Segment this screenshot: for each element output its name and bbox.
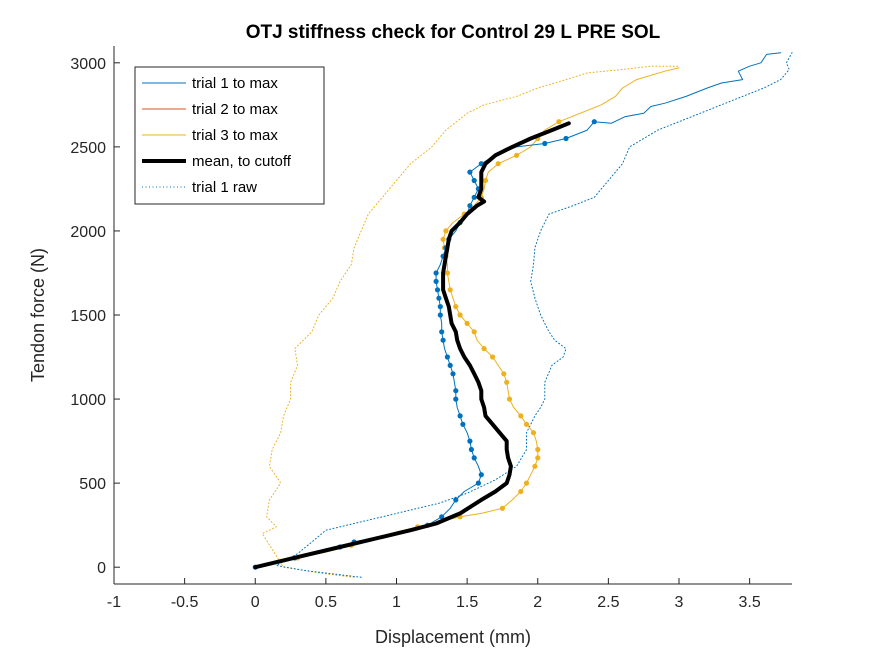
data-point-1 [563, 135, 569, 142]
data-point-1 [467, 438, 473, 444]
data-point-1 [467, 203, 473, 209]
data-point-3 [471, 329, 477, 335]
data-point-1 [478, 472, 484, 478]
y-tick-label: 0 [97, 560, 106, 577]
data-point-3 [523, 421, 530, 427]
data-point-3 [556, 119, 562, 125]
x-tick-label: 0.5 [315, 594, 337, 611]
x-tick-label: 1 [392, 594, 401, 611]
data-point-3 [530, 430, 537, 436]
data-point-1 [433, 270, 439, 276]
x-ticks: -1 -0.5 0 0.5 1 1.5 2 2.5 3 3.5 [107, 578, 761, 611]
data-point-3 [523, 480, 530, 486]
data-point-3 [532, 463, 538, 469]
data-point-3 [501, 371, 507, 377]
data-point-3 [535, 455, 541, 461]
x-tick-label: 2.5 [597, 594, 619, 611]
data-point-3 [514, 152, 520, 158]
y-axis-label: Tendon force (N) [28, 248, 48, 382]
data-point-1 [471, 194, 477, 200]
x-tick-label: -1 [107, 594, 121, 611]
data-point-1 [433, 278, 439, 284]
data-point-1 [467, 169, 473, 175]
data-point-3 [457, 312, 463, 318]
data-point-3 [464, 320, 470, 326]
data-point-1 [444, 354, 450, 360]
data-point-1 [440, 337, 446, 343]
data-point-3 [444, 270, 450, 276]
data-point-1 [453, 396, 459, 402]
x-tick-label: -0.5 [171, 594, 199, 611]
data-point-1 [471, 455, 477, 461]
x-tick-label: 3.5 [739, 594, 761, 611]
data-point-3 [447, 287, 453, 293]
data-point-1 [460, 421, 466, 427]
data-point-1 [471, 177, 477, 184]
data-point-3 [443, 228, 449, 234]
series-line-4 [253, 121, 571, 570]
y-tick-label: 2500 [70, 140, 106, 157]
data-point-3 [440, 236, 446, 242]
data-point-1 [450, 371, 456, 377]
legend-label-1: trial 1 to max [192, 75, 278, 92]
y-tick-label: 500 [79, 476, 106, 493]
data-point-1 [478, 161, 484, 167]
x-tick-label: 2 [533, 594, 542, 611]
x-tick-label: 0 [251, 594, 260, 611]
data-point-3 [482, 177, 489, 184]
legend-label-5: trial 1 raw [192, 179, 257, 196]
y-tick-label: 3000 [70, 56, 106, 73]
x-tick-label: 3 [675, 594, 684, 611]
legend-items: trial 1 to max trial 2 to max trial 3 to m… [142, 75, 292, 196]
data-point-3 [499, 505, 505, 511]
data-point-1 [447, 362, 453, 368]
data-point-3 [518, 413, 524, 419]
series-layer [252, 52, 793, 578]
legend-label-4: mean, to cutoff [192, 153, 292, 170]
legend: trial 1 to max trial 2 to max trial 3 to m… [134, 66, 325, 205]
data-point-3 [504, 379, 510, 385]
data-point-1 [434, 287, 441, 293]
x-tick-label: 1.5 [456, 594, 478, 611]
y-tick-label: 1500 [70, 308, 106, 325]
data-point-1 [436, 295, 442, 301]
data-point-1 [453, 388, 459, 394]
x-axis-label: Displacement (mm) [375, 627, 531, 647]
chart-title: OTJ stiffness check for Control 29 L PRE… [246, 22, 661, 43]
data-point-1 [468, 446, 474, 453]
data-point-3 [481, 346, 487, 352]
series-line-1 [254, 52, 782, 568]
y-tick-label: 1000 [70, 392, 106, 409]
data-point-3 [490, 354, 496, 360]
data-point-1 [453, 497, 459, 503]
y-tick-label: 2000 [70, 224, 106, 241]
data-point-1 [591, 119, 597, 125]
series-line-5 [275, 52, 793, 578]
data-point-3 [535, 446, 541, 453]
data-point-1 [437, 312, 443, 318]
data-point-1 [457, 413, 463, 419]
data-point-1 [437, 304, 443, 310]
series-line-6 [261, 65, 680, 578]
legend-label-3: trial 3 to max [192, 127, 278, 144]
data-point-3 [453, 304, 459, 310]
data-point-3 [506, 396, 513, 402]
data-point-3 [518, 488, 524, 495]
data-point-1 [475, 480, 481, 486]
data-point-1 [439, 514, 445, 520]
data-point-1 [439, 329, 445, 335]
data-point-3 [495, 161, 501, 167]
series-line-3 [254, 67, 680, 568]
y-ticks: 0 500 1000 1500 2000 2500 3000 [70, 56, 120, 577]
legend-label-2: trial 2 to max [192, 101, 278, 118]
data-point-1 [542, 140, 548, 147]
